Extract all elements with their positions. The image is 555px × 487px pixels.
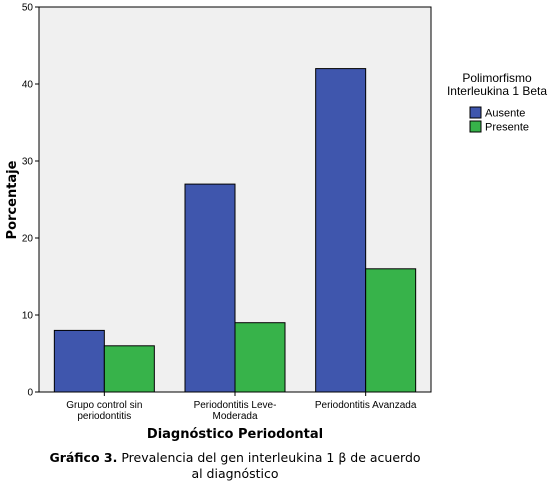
bar-presente-0 — [103, 345, 155, 393]
caption-label: Gráfico 3. — [49, 450, 118, 465]
y-tick-label: 50 — [22, 3, 34, 14]
y-tick-label: 30 — [22, 157, 34, 168]
legend-swatch-ausente — [469, 106, 482, 119]
bar-chart: 0 10 20 30 40 50 Grupo control sinperiodontit… — [5, 3, 547, 443]
bar-presente-1 — [234, 322, 286, 393]
y-axis-title: Porcentaje — [5, 160, 20, 239]
legend-title: Interleukina 1 Beta — [447, 84, 547, 98]
caption-text-line1: Prevalencia del gen interleukina 1 β de … — [121, 450, 421, 465]
legend-title: Polimorfismo — [462, 71, 532, 85]
bar-ausente-2 — [315, 68, 367, 393]
y-tick-label: 10 — [22, 311, 34, 322]
bar-ausente-0 — [53, 329, 105, 393]
x-tick-label: Periodontitis Avanzada — [315, 400, 417, 411]
figure-caption: Gráfico 3. Prevalencia del gen interleuk… — [0, 450, 470, 482]
y-tick-label: 40 — [22, 80, 34, 91]
y-tick-label: 20 — [22, 234, 34, 245]
bar-presente-2 — [365, 268, 417, 393]
y-axis: 0 10 20 30 40 50 — [22, 3, 39, 399]
x-tick-label: Grupo control sin — [66, 400, 142, 411]
legend-label-presente: Presente — [485, 122, 529, 134]
x-tick-label: periodontitis — [77, 411, 131, 422]
caption-text-line2: al diagnóstico — [191, 466, 279, 481]
bars-group — [53, 68, 417, 393]
x-tick-label: Periodontitis Leve- — [194, 400, 277, 411]
x-tick-label: Moderada — [212, 411, 257, 422]
bar-ausente-1 — [184, 183, 236, 393]
y-tick-label: 0 — [27, 388, 33, 399]
legend-label-ausente: Ausente — [485, 108, 525, 120]
x-axis-title: Diagnóstico Periodontal — [147, 427, 323, 442]
legend-swatch-presente — [469, 120, 482, 133]
